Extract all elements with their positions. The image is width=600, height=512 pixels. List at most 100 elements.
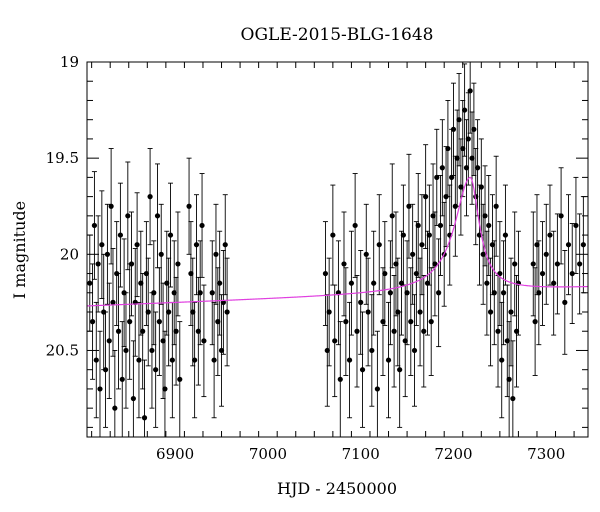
data-marker (119, 376, 125, 382)
data-marker (565, 242, 572, 248)
data-marker (147, 194, 153, 200)
data-marker (110, 299, 116, 305)
data-marker (330, 232, 336, 238)
data-point (536, 240, 542, 346)
data-marker (117, 232, 123, 238)
data-point (510, 340, 516, 437)
data-marker (169, 357, 175, 363)
data-marker (209, 290, 215, 296)
data-marker (341, 261, 347, 267)
x-tick-label: 7200 (434, 445, 472, 463)
data-marker (175, 261, 181, 267)
data-marker (512, 261, 518, 267)
data-point (547, 184, 553, 286)
data-point (393, 211, 399, 317)
data-marker (478, 184, 484, 190)
data-marker (569, 270, 575, 277)
data-marker (439, 165, 445, 171)
data-marker (547, 232, 553, 238)
data-marker (543, 251, 549, 257)
model-curve (87, 176, 588, 307)
data-marker (160, 338, 166, 344)
data-point (460, 100, 466, 198)
data-marker (495, 328, 501, 334)
data-point (215, 267, 221, 376)
data-marker (491, 290, 497, 296)
data-point (175, 211, 181, 317)
data-marker (508, 309, 514, 315)
data-point (484, 230, 490, 336)
data-point (565, 194, 572, 296)
data-point (134, 192, 140, 298)
data-marker (573, 222, 579, 229)
data-marker (134, 242, 140, 248)
data-marker (222, 242, 228, 248)
y-tick-label: 19.5 (46, 149, 79, 167)
data-point (456, 73, 462, 167)
data-point (358, 250, 364, 355)
data-marker (413, 270, 419, 277)
data-point (346, 301, 353, 419)
data-marker (177, 376, 183, 382)
data-point (551, 230, 557, 336)
data-point (348, 230, 355, 336)
data-point (166, 257, 172, 367)
data-marker (469, 155, 475, 161)
data-point (400, 184, 406, 286)
data-point (406, 153, 412, 259)
data-point (486, 175, 492, 276)
data-point (439, 119, 445, 217)
data-marker (376, 242, 382, 248)
x-axis-label: HJD - 2450000 (277, 479, 397, 498)
data-marker (536, 290, 542, 296)
x-tick-label: 7300 (527, 445, 565, 463)
data-point (424, 230, 431, 336)
data-point (141, 359, 148, 437)
data-marker (95, 261, 101, 267)
data-point (87, 234, 93, 332)
data-marker (419, 242, 425, 248)
data-point (562, 250, 568, 355)
data-point (437, 175, 444, 276)
data-marker (173, 328, 179, 334)
data-marker (218, 347, 225, 354)
data-marker (482, 213, 488, 219)
data-marker (530, 261, 536, 267)
data-point (530, 211, 536, 317)
x-tick-label: 7000 (249, 445, 287, 463)
data-marker (456, 117, 462, 123)
data-point (343, 267, 349, 376)
data-marker (337, 376, 343, 382)
data-marker (197, 290, 203, 296)
data-marker (354, 328, 360, 334)
data-marker (104, 251, 111, 257)
data-point (359, 311, 366, 428)
data-point (539, 221, 546, 326)
data-point (465, 92, 471, 186)
data-point (426, 184, 432, 286)
x-tick-label: 6900 (156, 445, 194, 463)
data-marker (417, 309, 423, 315)
data-marker (211, 357, 217, 363)
data-marker (130, 395, 136, 402)
data-marker (164, 280, 170, 286)
data-marker (387, 290, 393, 296)
data-point (573, 176, 579, 274)
data-point (154, 163, 161, 269)
data-point (512, 211, 518, 317)
data-point (467, 62, 473, 134)
data-marker (389, 213, 395, 219)
data-point (497, 221, 503, 326)
data-marker (410, 251, 416, 257)
data-marker (504, 338, 510, 344)
data-point (136, 301, 142, 419)
data-point (199, 173, 205, 278)
data-point (415, 173, 421, 278)
chart-title: OGLE-2015-BLG-1648 (241, 25, 434, 45)
data-point (117, 182, 123, 288)
data-marker (398, 280, 405, 286)
data-marker (404, 290, 410, 296)
data-marker (162, 386, 168, 392)
data-point (352, 173, 358, 278)
data-marker (123, 347, 129, 354)
